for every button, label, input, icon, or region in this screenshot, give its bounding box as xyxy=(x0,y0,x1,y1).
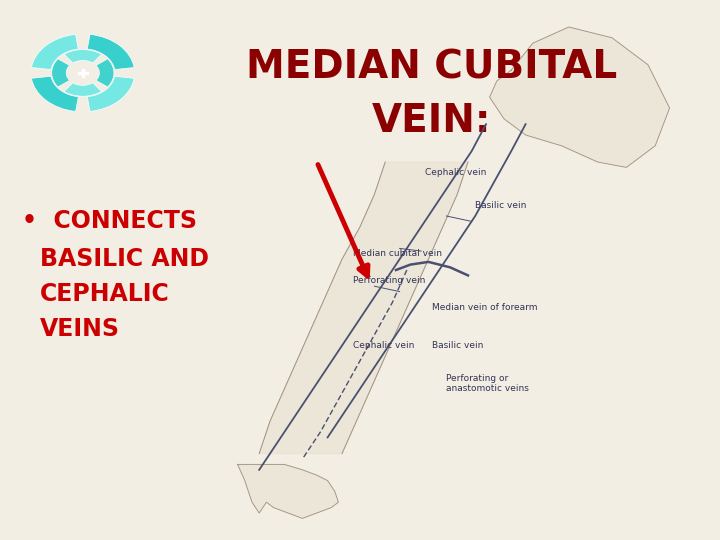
Text: VEIN:: VEIN: xyxy=(372,103,492,140)
Wedge shape xyxy=(32,76,78,111)
Wedge shape xyxy=(52,59,70,87)
Text: BASILIC AND: BASILIC AND xyxy=(40,247,209,271)
Polygon shape xyxy=(259,162,468,454)
Wedge shape xyxy=(96,59,114,87)
Text: Basilic vein: Basilic vein xyxy=(432,341,483,350)
Text: Cephalic vein: Cephalic vein xyxy=(425,168,486,177)
Text: Cephalic vein: Cephalic vein xyxy=(353,341,414,350)
Text: •  CONNECTS: • CONNECTS xyxy=(22,210,197,233)
Text: MEDIAN CUBITAL: MEDIAN CUBITAL xyxy=(246,49,618,86)
Text: CEPHALIC: CEPHALIC xyxy=(40,282,169,306)
Text: Perforating vein: Perforating vein xyxy=(353,276,426,285)
Text: Median cubital vein: Median cubital vein xyxy=(353,249,442,258)
Text: Basilic vein: Basilic vein xyxy=(475,201,526,210)
Wedge shape xyxy=(87,76,134,111)
Wedge shape xyxy=(32,35,78,70)
Wedge shape xyxy=(87,35,134,70)
Wedge shape xyxy=(64,83,102,96)
Text: VEINS: VEINS xyxy=(40,318,120,341)
Text: Median vein of forearm: Median vein of forearm xyxy=(432,303,538,312)
Polygon shape xyxy=(490,27,670,167)
Text: Perforating or
anastomotic veins: Perforating or anastomotic veins xyxy=(446,374,529,393)
Wedge shape xyxy=(64,50,102,63)
Polygon shape xyxy=(238,464,338,518)
